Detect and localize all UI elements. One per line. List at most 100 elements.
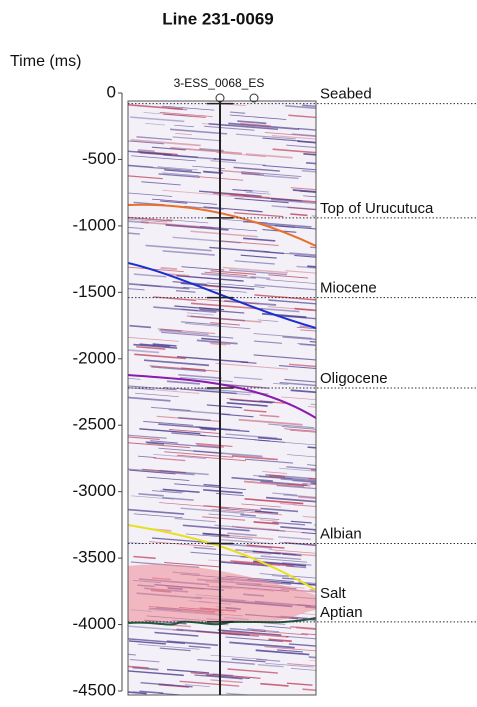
seismic-reflector (220, 538, 273, 545)
seismic-reflector (278, 365, 316, 370)
seismic-reflector (285, 635, 316, 640)
seismic-reflector (176, 628, 250, 636)
y-tick-label: -2000 (73, 348, 116, 367)
seismic-reflector (229, 398, 273, 404)
seismic-reflector (286, 466, 316, 470)
seismic-reflector (179, 680, 240, 687)
seismic-reflector (235, 526, 286, 532)
seismic-reflector (272, 148, 316, 154)
seismic-reflector (172, 236, 241, 244)
seismic-reflector (287, 454, 316, 458)
seismic-reflector (178, 416, 211, 422)
annotation: Salt (320, 585, 347, 602)
horizon-label: Miocene (320, 280, 377, 297)
seismic-reflector (152, 198, 217, 205)
seismic-reflector (246, 544, 285, 549)
seismic-reflector (257, 436, 283, 441)
seismic-reflector (257, 663, 284, 668)
seismic-reflector (271, 134, 316, 140)
seismic-reflector (260, 555, 302, 561)
seismic-reflector (298, 581, 316, 585)
seismic-reflector (128, 442, 191, 449)
y-tick-label: -3500 (73, 548, 116, 567)
seismic-reflector (143, 359, 210, 367)
seismic-reflector (171, 432, 206, 437)
seismic-reflector (128, 192, 173, 197)
seismic-reflector (176, 454, 247, 462)
seismic-reflector (276, 484, 316, 490)
seismic-reflector (159, 111, 213, 117)
seismic-reflector (164, 451, 234, 458)
seismic-reflector (310, 469, 316, 471)
seismic-reflector (128, 396, 171, 402)
seismic-reflector (250, 275, 271, 280)
seismic-reflector (268, 274, 309, 279)
seismic-reflector (136, 346, 166, 350)
seismic-reflector (272, 521, 306, 526)
seismic-reflector (138, 455, 156, 459)
seismic-reflector (199, 225, 257, 232)
seismic-reflector (141, 181, 181, 186)
seismic-reflector (141, 221, 215, 229)
seismic-reflector (226, 401, 268, 407)
seismic-reflector (290, 429, 316, 433)
seismic-reflector (245, 458, 294, 464)
seismic-reflector (174, 517, 216, 523)
seismic-reflector (161, 105, 215, 111)
seismic-reflector (221, 630, 289, 638)
seismic-reflector (282, 335, 316, 341)
seismic-reflector (283, 494, 316, 499)
seismic-texture (128, 102, 316, 695)
seismic-reflector (276, 649, 303, 653)
seismic-reflector (149, 541, 214, 548)
seismic-reflector (157, 328, 216, 334)
seismic-reflector (213, 158, 236, 162)
seismic-reflector (302, 104, 316, 108)
seismic-reflector (190, 302, 263, 310)
seismic-reflector (288, 643, 316, 647)
y-tick-label: 0 (107, 82, 116, 101)
seismic-reflector (253, 521, 279, 525)
well-symbol (215, 93, 225, 103)
seismic-reflector (175, 290, 196, 293)
seismic-reflector (130, 139, 201, 147)
seismic-reflector (162, 488, 200, 493)
seismic-reflector (266, 496, 316, 503)
seismic-reflector (259, 400, 276, 403)
seismic-reflector (135, 392, 179, 397)
seismic-reflector (225, 636, 283, 643)
seismic-reflector (188, 645, 211, 649)
seismic-reflector (269, 549, 316, 554)
seismic-reflector (146, 441, 165, 445)
seismic-reflector (271, 575, 289, 578)
seismic-reflector (308, 478, 316, 480)
seismic-reflector (159, 647, 191, 652)
seismic-reflector (264, 646, 316, 652)
seismic-reflector (128, 164, 154, 168)
horizon-label: Aptian (320, 604, 363, 621)
seismic-reflector (280, 478, 316, 483)
seismic-reflector (221, 413, 254, 418)
seismic-reflector (128, 468, 195, 476)
seismic-reflector (151, 366, 207, 372)
seismic-reflector (266, 279, 316, 284)
seismic-reflector (174, 305, 221, 311)
seismic-reflector (210, 322, 240, 326)
seismic-reflector (152, 490, 182, 494)
y-tick-label: -4000 (73, 614, 116, 633)
seismic-reflector (203, 505, 262, 511)
seismic-reflector (166, 219, 209, 224)
seismic-reflector (272, 492, 298, 496)
seismic-reflector (244, 189, 269, 193)
seismic-reflector (181, 266, 225, 271)
seismic-reflector (217, 629, 282, 636)
seismic-reflector (231, 455, 278, 461)
seismic-reflector (218, 169, 261, 175)
seismic-reflector (249, 249, 270, 252)
seismic-reflector (268, 638, 292, 643)
seismic-reflector (284, 428, 316, 432)
seismic-reflector (129, 324, 152, 329)
seismic-reflector (128, 232, 140, 235)
seismic-reflector (206, 404, 243, 409)
